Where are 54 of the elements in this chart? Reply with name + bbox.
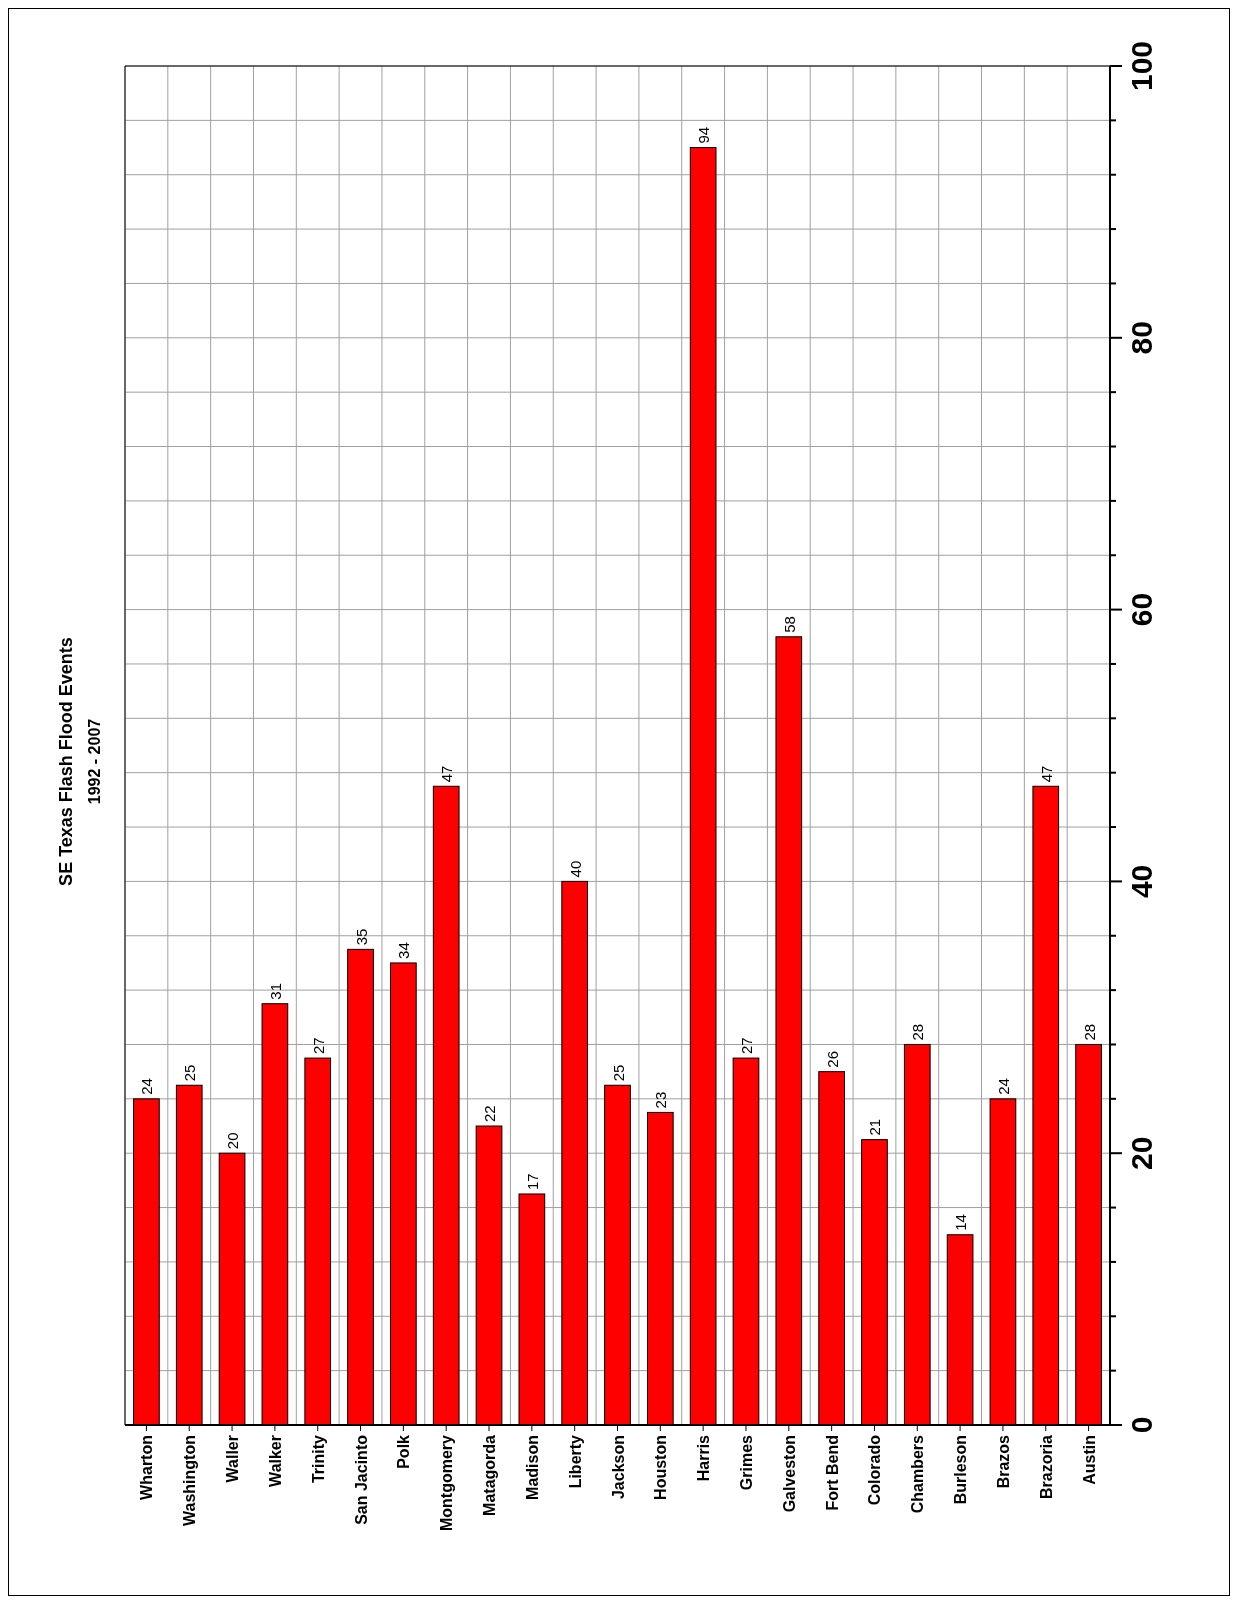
data-label: 58 [780,616,798,633]
data-label: 25 [609,1064,627,1082]
data-label: 22 [481,1105,499,1123]
data-label: 24 [138,1078,156,1095]
data-label: 28 [909,1023,927,1041]
data-label: 34 [395,942,413,959]
y-tick-label: 100 [1125,40,1158,92]
data-label: 47 [438,765,456,783]
x-tick-label: Galveston [780,1435,798,1513]
x-tick-label: Wharton [138,1435,156,1500]
data-label: 21 [866,1118,884,1136]
data-label: 28 [1080,1023,1098,1041]
x-tick-label: Fort Bend [823,1435,841,1511]
x-tick-label: Trinity [309,1434,327,1484]
data-label: 25 [181,1064,199,1082]
y-tick-label: 80 [1125,321,1158,355]
x-tick-label: Madison [523,1435,541,1500]
x-tick-label: Matagorda [481,1434,499,1516]
data-label: 47 [1037,765,1055,783]
text: 1992 - 2007 [86,718,103,805]
y-tick-label: 40 [1125,864,1158,899]
data-label: 31 [266,983,284,1000]
x-tick-label: Burleson [952,1435,970,1505]
y-tick-label: 0 [1125,1416,1158,1434]
data-label: 14 [952,1214,970,1231]
x-tick-label: Waller [224,1435,242,1483]
x-tick-label: Grimes [737,1434,755,1491]
x-tick-label: Austin [1080,1435,1098,1485]
x-tick-label: San Jacinto [352,1434,370,1525]
y-tick-label: 20 [1125,1136,1158,1170]
x-tick-label: Liberty [566,1434,584,1489]
x-tick-label: Jackson [609,1435,627,1500]
data-label: 20 [224,1132,242,1150]
data-label: 26 [823,1050,841,1068]
text: SE Texas Flash Flood Events [56,637,76,886]
data-label: 23 [652,1091,670,1109]
data-label: 17 [523,1173,541,1190]
data-label: 27 [737,1037,755,1055]
y-tick-label: 60 [1125,592,1158,627]
x-tick-label: Montgomery [438,1434,456,1531]
data-label: 94 [695,126,713,144]
x-tick-label: Houston [652,1435,670,1500]
data-label: 24 [994,1078,1012,1095]
data-label: 35 [352,928,370,946]
x-tick-label: Chambers [909,1434,927,1514]
x-tick-label: Harris [695,1434,713,1482]
x-tick-label: Washington [181,1435,199,1526]
x-tick-label: Polk [395,1434,413,1469]
x-tick-label: Brazos [994,1434,1012,1489]
x-tick-label: Brazoria [1037,1434,1055,1500]
data-label: 27 [309,1037,327,1055]
x-tick-label: Colorado [866,1434,884,1506]
data-label: 40 [566,860,584,878]
x-tick-label: Walker [266,1435,284,1487]
